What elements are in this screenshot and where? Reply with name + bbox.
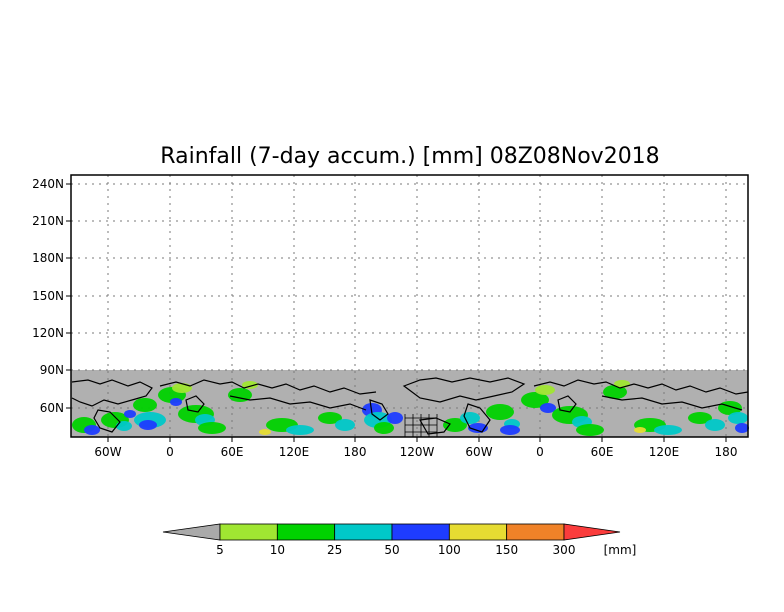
colorbar-label: 100	[438, 543, 461, 557]
precip-patch	[387, 412, 403, 424]
precip-patch	[654, 425, 682, 435]
coastline-path	[369, 399, 389, 421]
precipitation-layer	[72, 380, 749, 436]
colorbar-overflow-triangle	[563, 523, 621, 541]
colorbar-label: 5	[216, 543, 224, 557]
coastline-path	[71, 379, 153, 407]
precip-patch	[228, 388, 252, 402]
x-tick-label: 60W	[465, 445, 492, 459]
precip-patch	[521, 392, 549, 408]
x-axis-ticks: 60W 0 60E 120E 180 120W 60W 0 60E 120E 180	[94, 437, 737, 459]
colorbar-label: 10	[270, 543, 285, 557]
precip-patch	[116, 421, 132, 431]
x-tick-label: 0	[536, 445, 544, 459]
precip-patch	[172, 383, 192, 393]
x-tick-label: 60E	[221, 445, 244, 459]
precip-patch	[335, 419, 355, 431]
map-plot-area	[70, 174, 749, 438]
x-tick-label: 180	[715, 445, 738, 459]
coastline-path	[601, 395, 743, 411]
coastline-path	[159, 379, 377, 395]
precip-patch	[139, 420, 157, 430]
coastline-path	[557, 395, 577, 413]
y-tick-label: 150N	[32, 289, 64, 303]
coastlines	[71, 377, 749, 437]
y-tick-label: 90N	[40, 363, 64, 377]
y-tick-label: 210N	[32, 214, 64, 228]
colorbar-segment	[276, 523, 336, 541]
precip-patch	[728, 412, 748, 424]
coastline-path	[229, 395, 367, 411]
precip-patch	[124, 410, 136, 418]
coastline-path	[185, 395, 205, 413]
colorbar-underflow-triangle	[162, 523, 221, 541]
precip-patch	[535, 385, 555, 395]
coastline-path	[402, 377, 526, 403]
precip-patch	[443, 418, 467, 432]
precip-patch	[688, 412, 712, 424]
coastline-path	[533, 379, 749, 395]
colorbar: 5 10 25 50 100 150 300 [mm]	[162, 523, 637, 557]
y-tick-label: 240N	[32, 177, 64, 191]
precip-patch	[198, 422, 226, 434]
precip-patch	[318, 412, 342, 424]
x-tick-label: 0	[166, 445, 174, 459]
precip-patch	[133, 398, 157, 412]
colorbar-unit-label: [mm]	[604, 543, 637, 557]
precip-patch	[500, 425, 520, 435]
precip-patch	[259, 429, 271, 435]
y-axis-ticks: 240N 210N 180N 150N 120N 90N 60N	[32, 177, 71, 415]
precip-patch	[170, 398, 182, 406]
coastline-path	[463, 403, 491, 433]
colorbar-segment	[506, 523, 565, 541]
colorbar-label: 300	[553, 543, 576, 557]
precip-patch	[374, 422, 394, 434]
x-tick-label: 180	[344, 445, 367, 459]
colorbar-segment	[391, 523, 450, 541]
colorbar-label: 25	[327, 543, 342, 557]
coastline-path	[93, 409, 121, 433]
colorbar-segment	[334, 523, 393, 541]
precip-patch	[576, 424, 604, 436]
precip-patch	[460, 412, 480, 424]
precip-patch	[634, 427, 646, 433]
y-tick-label: 180N	[32, 251, 64, 265]
map-frame	[70, 174, 749, 438]
x-tick-label: 120E	[279, 445, 310, 459]
colorbar-label: 150	[495, 543, 518, 557]
x-tick-label: 60W	[94, 445, 121, 459]
precip-patch	[84, 425, 100, 435]
precip-patch	[540, 403, 556, 413]
x-tick-label: 120E	[649, 445, 680, 459]
precip-patch	[603, 385, 627, 399]
precip-patch	[705, 419, 725, 431]
precip-patch	[286, 425, 314, 435]
y-tick-label: 120N	[32, 326, 64, 340]
precip-patch	[735, 423, 749, 433]
precip-patch	[486, 404, 514, 420]
map-title: Rainfall (7-day accum.) [mm] 08Z08Nov201…	[160, 144, 659, 169]
colorbar-segment	[448, 523, 508, 541]
x-tick-label: 120W	[400, 445, 435, 459]
y-tick-label: 60N	[40, 401, 64, 415]
x-tick-label: 60E	[591, 445, 614, 459]
colorbar-segment	[219, 523, 278, 541]
colorbar-label: 50	[384, 543, 399, 557]
